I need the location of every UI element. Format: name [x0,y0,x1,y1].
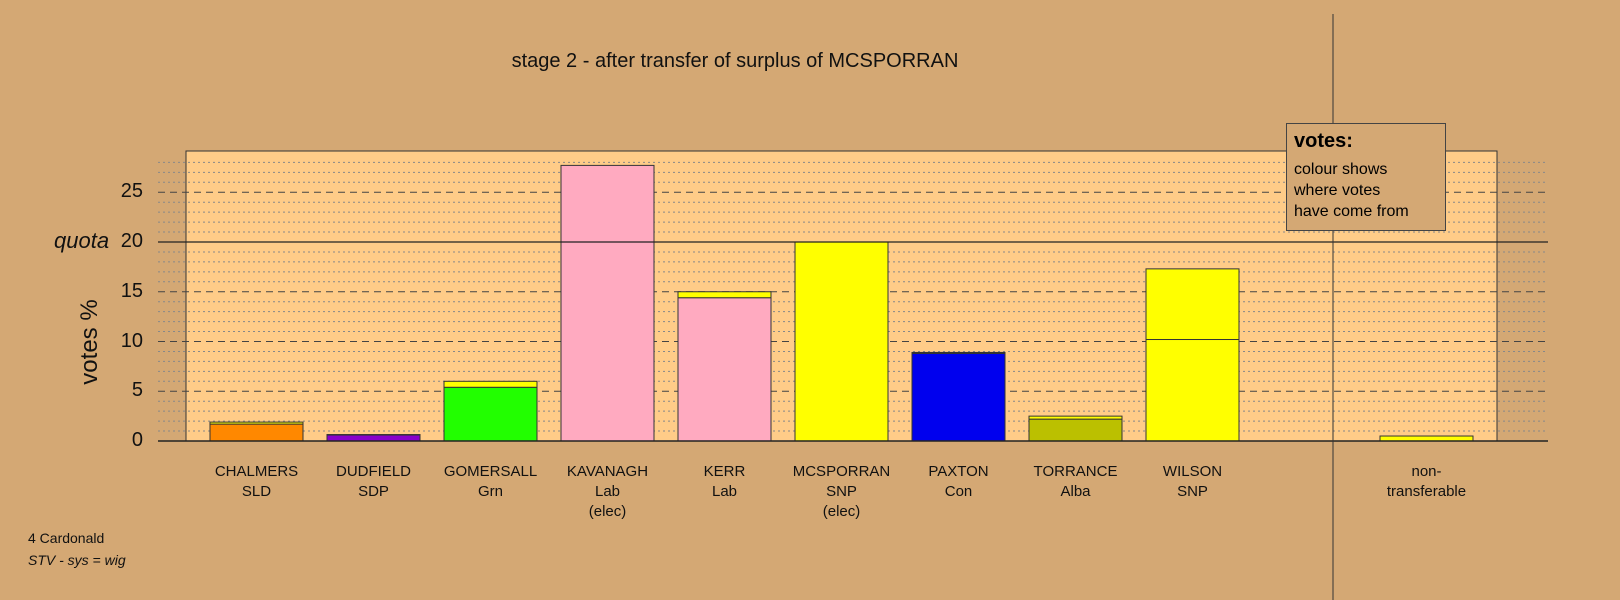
category-label: KAVANAGH Lab (elec) [566,463,649,520]
y-tick-label: 20 [120,230,143,252]
bar-segment [794,241,889,442]
y-tick-label: 15 [120,279,143,302]
bar-segment [326,434,421,436]
bar-segment [443,386,538,442]
category-label: non-transferable [1386,463,1467,500]
category-label: DUDFIELD SDP [335,463,411,500]
category-label: PAXTON Con [928,463,989,500]
bar-segment [209,421,304,425]
y-axis-label: votes % [76,299,103,385]
quota-label: quota [54,228,110,253]
chart-title: stage 2 - after transfer of surplus of M… [511,50,959,72]
y-tick-label: 10 [120,329,143,352]
bar-segment [911,351,1006,354]
bar-segment [443,380,538,388]
ward-label: 4 Cardonald [28,530,105,546]
legend-line: have come from [1294,203,1409,220]
legend: votes: colour shows where votes have com… [1286,123,1446,231]
legend-text: colour shows where votes have come from [1294,159,1438,222]
category-label: MCSPORRAN SNP (elec) [792,463,891,520]
category-label: TORRANCE Alba [1033,463,1118,500]
bar-segment [677,291,772,299]
y-tick-label: 25 [120,180,143,203]
bar-segment [1028,415,1123,420]
category-label: WILSON SNP [1162,463,1223,500]
category-label: KERR Lab [703,463,746,500]
bar-segment [1145,268,1240,341]
category-label: CHALMERS SLD [214,463,299,500]
category-label: GOMERSALL Grn [443,463,538,500]
bar-segment [326,434,421,442]
legend-line: where votes [1294,182,1381,199]
bar-segment [911,352,1006,442]
bar-segment [560,164,655,442]
bar-segment [1145,339,1240,442]
legend-line: colour shows [1294,161,1388,178]
bar-segment [1028,418,1123,442]
bar-segment [209,423,304,442]
system-label: STV - sys = wig [28,552,126,568]
bar-segment [677,297,772,442]
y-tick-label: 0 [131,429,143,451]
y-tick-label: 5 [131,379,143,402]
legend-title: votes: [1294,130,1353,152]
